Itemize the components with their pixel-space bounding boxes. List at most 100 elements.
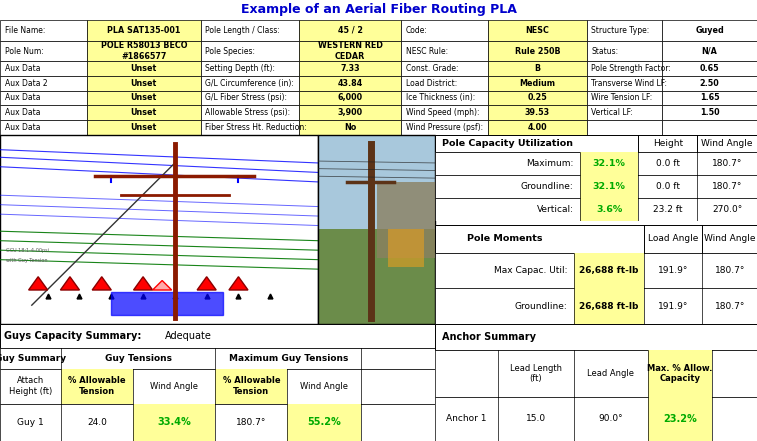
Bar [662,20,757,41]
Text: File Name:: File Name: [5,26,45,35]
Bar [0,41,87,61]
Text: 32.1%: 32.1% [593,182,625,191]
Bar [87,105,201,120]
Bar [401,20,488,41]
Bar [111,292,223,315]
Text: Wind Angle: Wind Angle [301,381,348,391]
Bar [662,120,757,135]
Text: 15.0: 15.0 [526,414,546,423]
Text: Wind Angle: Wind Angle [150,381,198,391]
Text: Maximum:: Maximum: [526,159,574,168]
Bar [662,91,757,105]
Text: 180.7°: 180.7° [236,418,266,427]
Text: Ice Thickness (in):: Ice Thickness (in): [406,93,475,102]
Text: Height: Height [653,138,683,148]
Polygon shape [153,280,172,290]
Text: Aux Data: Aux Data [5,93,40,102]
Bar [587,61,662,76]
Bar [648,350,712,396]
Text: B: B [534,64,540,73]
Bar [435,288,757,324]
Text: POLE R58013 BECO
#1866577: POLE R58013 BECO #1866577 [101,41,187,61]
Bar [0,20,87,41]
Bar [299,105,401,120]
Text: GCU 18:1-4-00psi: GCU 18:1-4-00psi [6,248,49,253]
Text: 23.2 ft: 23.2 ft [653,205,683,213]
Bar [435,152,757,175]
Bar [388,229,424,267]
Polygon shape [229,277,248,290]
Text: Maximum Guy Tensions: Maximum Guy Tensions [229,354,348,363]
Text: Fiber Stress Ht. Reduction:: Fiber Stress Ht. Reduction: [205,123,307,132]
Text: Example of an Aerial Fiber Routing PLA: Example of an Aerial Fiber Routing PLA [241,4,516,16]
Text: 180.7°: 180.7° [712,159,743,168]
Bar [132,404,216,441]
Bar [377,182,435,258]
Bar [488,120,587,135]
Text: 2.50: 2.50 [699,79,720,88]
Text: Rule 250B: Rule 250B [515,47,560,56]
Bar [574,253,644,288]
Text: 180.7°: 180.7° [715,302,745,311]
Text: Groundline:: Groundline: [515,302,567,311]
Bar [488,76,587,91]
Text: 270.0°: 270.0° [712,205,743,213]
Text: Guys Capacity Summary:: Guys Capacity Summary: [5,331,142,341]
Bar [488,105,587,120]
Text: Max. % Allow.
Capacity: Max. % Allow. Capacity [647,363,712,383]
Bar [288,404,361,441]
Bar [401,120,488,135]
Text: 45 / 2: 45 / 2 [338,26,363,35]
Text: NESC Rule:: NESC Rule: [406,47,448,56]
Bar [580,175,638,198]
Bar [435,225,757,253]
Text: Attach
Height (ft): Attach Height (ft) [9,376,52,396]
Text: 4.00: 4.00 [528,123,547,132]
Text: 0.65: 0.65 [700,64,719,73]
Text: 0.0 ft: 0.0 ft [656,159,680,168]
Bar [0,61,87,76]
Text: 26,688 ft-lb: 26,688 ft-lb [579,266,639,275]
Bar [0,91,87,105]
Bar [299,76,401,91]
Bar [662,61,757,76]
Text: 1.50: 1.50 [700,108,719,117]
Text: 3.6%: 3.6% [596,205,622,213]
Bar [0,404,435,441]
Bar [435,175,757,198]
Text: 180.7°: 180.7° [715,266,745,275]
Text: Load District:: Load District: [406,79,457,88]
Text: 33.4%: 33.4% [157,417,191,427]
Bar [299,91,401,105]
Text: Pole Capacity Utilization: Pole Capacity Utilization [442,138,573,148]
Text: Aux Data: Aux Data [5,123,40,132]
Text: Anchor 1: Anchor 1 [447,414,487,423]
Text: Aux Data: Aux Data [5,108,40,117]
Text: 0.0 ft: 0.0 ft [656,182,680,191]
Text: 55.2%: 55.2% [307,417,341,427]
Text: Vertical LF:: Vertical LF: [591,108,633,117]
Text: No: No [344,123,357,132]
Text: PLA SAT135-001: PLA SAT135-001 [107,26,180,35]
Text: 23.2%: 23.2% [663,414,696,424]
Text: 180.7°: 180.7° [712,182,743,191]
Text: Guy Summary: Guy Summary [0,354,66,363]
Text: 3,900: 3,900 [338,108,363,117]
Bar [401,105,488,120]
Text: NESC: NESC [525,26,550,35]
Text: Medium: Medium [519,79,556,88]
Text: Wind Pressure (psf):: Wind Pressure (psf): [406,123,483,132]
Bar [587,41,662,61]
Bar [0,120,87,135]
Bar [87,91,201,105]
Bar [435,350,757,396]
Text: 6,000: 6,000 [338,93,363,102]
Bar [587,20,662,41]
Bar [87,20,201,41]
Text: 26,688 ft-lb: 26,688 ft-lb [579,302,639,311]
Bar [587,76,662,91]
Text: Wind Angle: Wind Angle [702,138,753,148]
Text: Allowable Stress (psi):: Allowable Stress (psi): [205,108,290,117]
Bar [488,20,587,41]
Text: Lead Angle: Lead Angle [587,369,634,378]
